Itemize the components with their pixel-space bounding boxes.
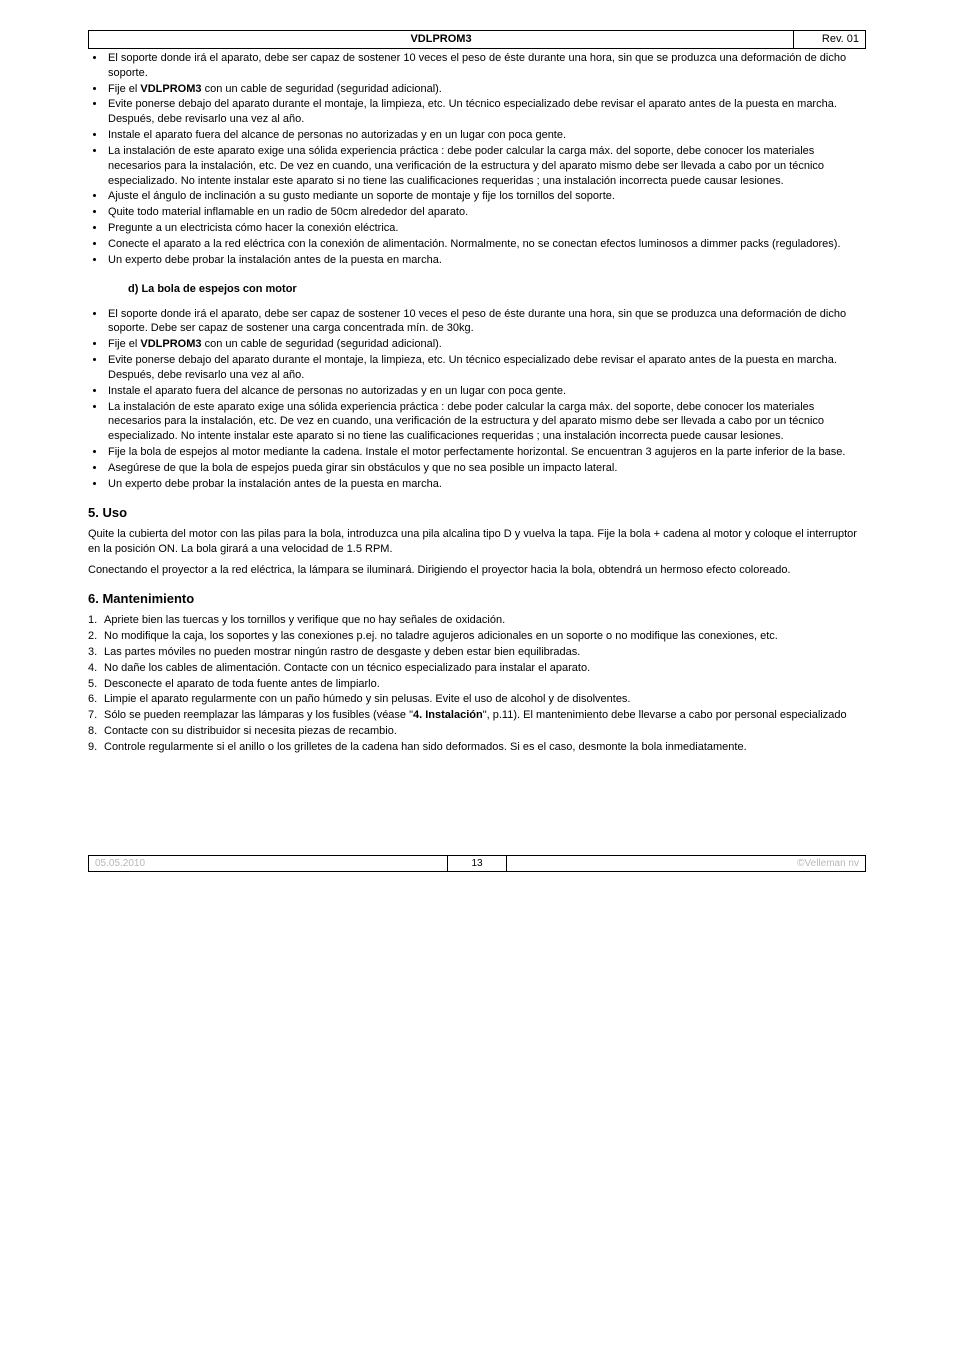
list-item: Conecte el aparato a la red eléctrica co… [106, 237, 866, 252]
numbered-item: 4.No dañe los cables de alimentación. Co… [88, 661, 866, 676]
list-item: Evite ponerse debajo del aparato durante… [106, 97, 866, 127]
numbered-item: 2.No modifique la caja, los soportes y l… [88, 629, 866, 644]
numbered-item: 6.Limpie el aparato regularmente con un … [88, 692, 866, 707]
list-item: El soporte donde irá el aparato, debe se… [106, 307, 866, 337]
list-item: Pregunte a un electricista cómo hacer la… [106, 221, 866, 236]
list-item: Un experto debe probar la instalación an… [106, 477, 866, 492]
item-number: 9. [88, 740, 104, 755]
list-item: Ajuste el ángulo de inclinación a su gus… [106, 189, 866, 204]
numbered-item: 1.Apriete bien las tuercas y los tornill… [88, 613, 866, 628]
item-number: 6. [88, 692, 104, 707]
item-text: Limpie el aparato regularmente con un pa… [104, 692, 866, 707]
list-item: Asegúrese de que la bola de espejos pued… [106, 461, 866, 476]
list-item: Fije el VDLPROM3 con un cable de segurid… [106, 337, 866, 352]
item-number: 2. [88, 629, 104, 644]
item-text: No dañe los cables de alimentación. Cont… [104, 661, 866, 676]
list-item: La instalación de este aparato exige una… [106, 400, 866, 445]
footer-page: 13 [447, 856, 507, 872]
item-text: Contacte con su distribuidor si necesita… [104, 724, 866, 739]
header-title: VDLPROM3 [89, 31, 793, 48]
footer-date: 05.05.2010 [89, 856, 447, 872]
list-item: Evite ponerse debajo del aparato durante… [106, 353, 866, 383]
section-6-title: 6. Mantenimiento [88, 590, 866, 608]
header-bar: VDLPROM3 Rev. 01 [88, 30, 866, 49]
item-text: Sólo se pueden reemplazar las lámparas y… [104, 708, 866, 723]
numbered-item: 8.Contacte con su distribuidor si necesi… [88, 724, 866, 739]
footer-bar: 05.05.2010 13 ©Velleman nv [88, 855, 866, 873]
list-item: Quite todo material inflamable en un rad… [106, 205, 866, 220]
footer-copyright: ©Velleman nv [507, 856, 865, 872]
list-item: Fije la bola de espejos al motor mediant… [106, 445, 866, 460]
header-rev: Rev. 01 [793, 31, 865, 48]
item-text: Desconecte el aparato de toda fuente ant… [104, 677, 866, 692]
bullet-list-1: El soporte donde irá el aparato, debe se… [88, 51, 866, 268]
item-text: Controle regularmente si el anillo o los… [104, 740, 866, 755]
item-number: 1. [88, 613, 104, 628]
item-number: 3. [88, 645, 104, 660]
item-number: 4. [88, 661, 104, 676]
item-number: 8. [88, 724, 104, 739]
item-text: Las partes móviles no pueden mostrar nin… [104, 645, 866, 660]
item-number: 7. [88, 708, 104, 723]
bullet-list-2: El soporte donde irá el aparato, debe se… [88, 307, 866, 492]
list-item: Instale el aparato fuera del alcance de … [106, 128, 866, 143]
subsection-d-title: d) La bola de espejos con motor [128, 282, 866, 297]
item-text: No modifique la caja, los soportes y las… [104, 629, 866, 644]
list-item: Instale el aparato fuera del alcance de … [106, 384, 866, 399]
item-text: Apriete bien las tuercas y los tornillos… [104, 613, 866, 628]
list-item: Un experto debe probar la instalación an… [106, 253, 866, 268]
list-item: El soporte donde irá el aparato, debe se… [106, 51, 866, 81]
section-5-title: 5. Uso [88, 504, 866, 522]
document-page: VDLPROM3 Rev. 01 El soporte donde irá el… [0, 0, 954, 1351]
list-item: La instalación de este aparato exige una… [106, 144, 866, 189]
section-5-p1: Quite la cubierta del motor con las pila… [88, 527, 866, 557]
item-number: 5. [88, 677, 104, 692]
numbered-item: 3.Las partes móviles no pueden mostrar n… [88, 645, 866, 660]
list-item: Fije el VDLPROM3 con un cable de segurid… [106, 82, 866, 97]
section-5-p2: Conectando el proyector a la red eléctri… [88, 563, 866, 578]
numbered-list: 1.Apriete bien las tuercas y los tornill… [88, 613, 866, 755]
numbered-item: 9.Controle regularmente si el anillo o l… [88, 740, 866, 755]
numbered-item: 7.Sólo se pueden reemplazar las lámparas… [88, 708, 866, 723]
numbered-item: 5.Desconecte el aparato de toda fuente a… [88, 677, 866, 692]
